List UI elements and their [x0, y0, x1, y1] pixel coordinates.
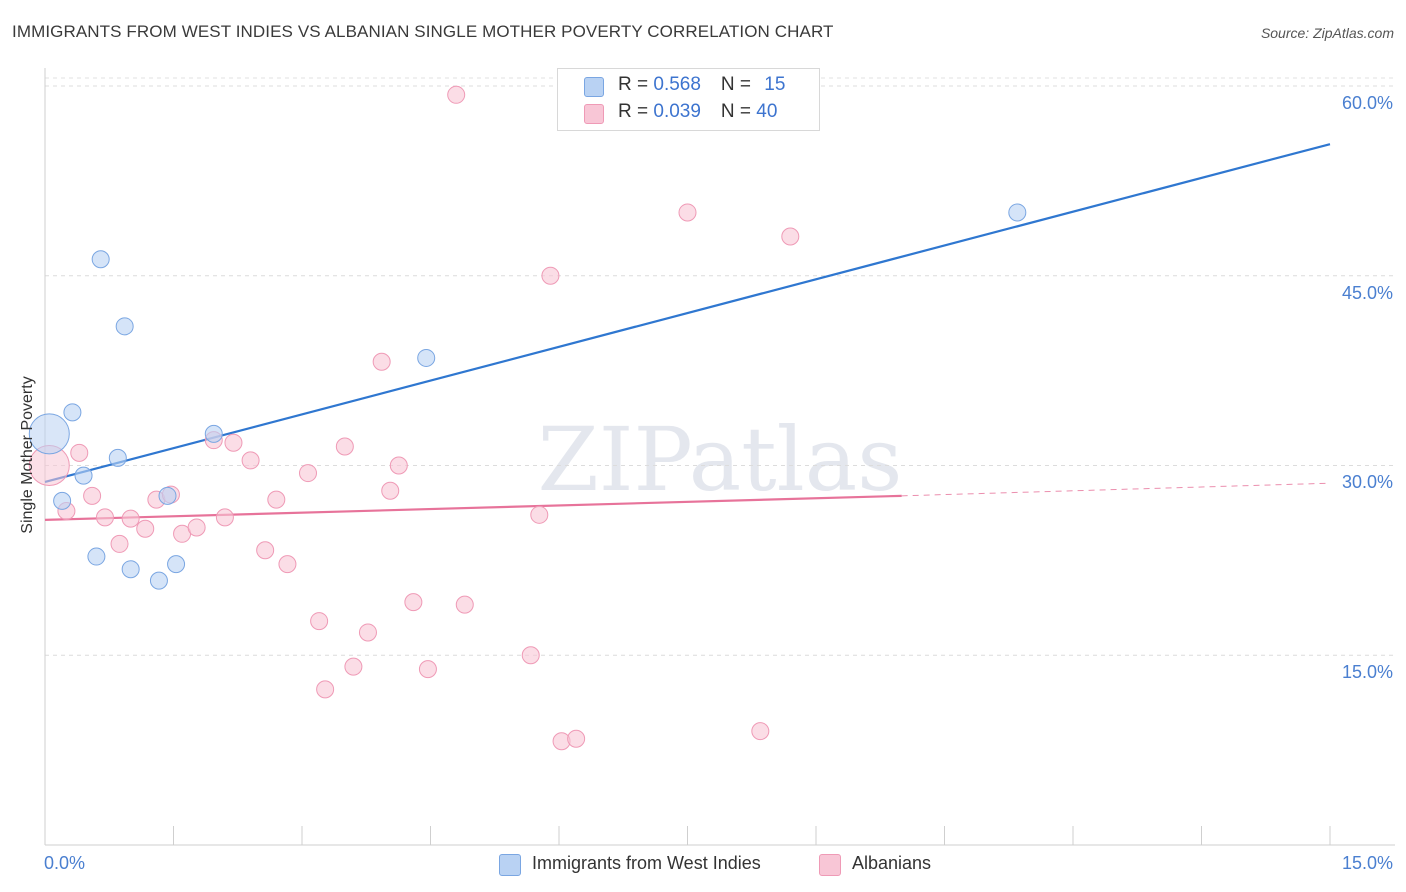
- data-points: [28, 85, 1027, 751]
- y-tick-label: 60.0%: [1341, 92, 1393, 113]
- point-albanians: [521, 646, 540, 665]
- legend-n-label: N =: [720, 74, 757, 95]
- point-albanians: [447, 85, 466, 104]
- legend-swatch-pink: [584, 104, 604, 124]
- point-albanians: [344, 657, 363, 676]
- point-albanians: [751, 722, 770, 741]
- point-albanians: [310, 612, 329, 631]
- point-west-indies: [158, 486, 177, 505]
- point-albanians: [678, 203, 697, 222]
- point-albanians: [70, 443, 89, 462]
- point-albanians: [358, 623, 377, 642]
- point-west-indies: [74, 466, 93, 485]
- point-west-indies: [149, 571, 168, 590]
- point-west-indies: [53, 491, 72, 510]
- source-credit: Source: ZipAtlas.com: [1260, 25, 1394, 41]
- point-albanians: [316, 680, 335, 699]
- watermark: ZIPatlas: [538, 408, 903, 511]
- legend-n-value: 15: [764, 74, 786, 95]
- point-albanians: [298, 464, 317, 483]
- series-swatch-blue: [499, 854, 521, 876]
- point-albanians: [110, 534, 129, 553]
- point-albanians: [278, 555, 297, 574]
- legend-r-label: R =: [618, 101, 654, 122]
- point-albanians: [224, 433, 243, 452]
- y-tick-label: 45.0%: [1341, 282, 1393, 303]
- legend-n-label: N =: [720, 101, 757, 122]
- point-albanians: [121, 509, 140, 528]
- chart-title: IMMIGRANTS FROM WEST INDIES VS ALBANIAN …: [12, 22, 834, 41]
- point-west-indies: [204, 424, 223, 443]
- point-albanians: [404, 593, 423, 612]
- point-west-indies: [91, 250, 110, 269]
- trend-line-west-indies: [44, 143, 1331, 483]
- legend-n-value: 40: [756, 101, 778, 122]
- point-albanians: [567, 729, 586, 748]
- point-west-indies: [121, 560, 140, 579]
- point-albanians: [215, 508, 234, 527]
- point-albanians: [541, 266, 560, 285]
- point-albanians: [530, 505, 549, 524]
- point-albanians: [187, 518, 206, 537]
- correlation-legend: R = 0.568 N = 15 R = 0.039 N = 40: [557, 68, 820, 131]
- trend-lines: [44, 143, 1331, 521]
- grid-lines: [45, 77, 1395, 656]
- point-albanians: [381, 481, 400, 500]
- trend-line-albanians: [44, 494, 902, 521]
- point-albanians: [95, 508, 114, 527]
- point-albanians: [372, 352, 391, 371]
- point-west-indies: [108, 448, 127, 467]
- point-west-indies: [115, 317, 134, 336]
- point-west-indies: [1008, 203, 1027, 222]
- y-axis-title: Single Mother Poverty: [19, 376, 36, 534]
- point-albanians: [256, 541, 275, 560]
- y-tick-label: 15.0%: [1341, 662, 1393, 683]
- series-label: Albanians: [852, 853, 932, 873]
- point-west-indies: [417, 348, 436, 367]
- point-west-indies: [28, 413, 70, 455]
- point-west-indies: [63, 403, 82, 422]
- series-swatch-pink: [819, 854, 841, 876]
- x-tick-label: 0.0%: [44, 853, 86, 873]
- axes: [44, 68, 1395, 846]
- point-albanians: [83, 486, 102, 505]
- point-west-indies: [87, 547, 106, 566]
- point-albanians: [136, 519, 155, 538]
- legend-swatch-blue: [584, 77, 604, 97]
- legend-r-label: R =: [618, 74, 654, 95]
- point-west-indies: [167, 555, 186, 574]
- point-albanians: [389, 456, 408, 475]
- point-albanians: [335, 437, 354, 456]
- y-tick-label: 30.0%: [1341, 472, 1393, 493]
- trend-line-albanians-extension: [901, 482, 1331, 497]
- x-tick-label: 15.0%: [1341, 853, 1393, 873]
- point-albanians: [418, 660, 437, 679]
- legend-r-value: 0.568: [653, 74, 701, 95]
- point-albanians: [241, 451, 260, 470]
- series-label: Immigrants from West Indies: [532, 853, 761, 873]
- legend-r-value: 0.039: [653, 101, 701, 122]
- point-albanians: [781, 227, 800, 246]
- point-albanians: [267, 490, 286, 509]
- point-albanians: [455, 595, 474, 614]
